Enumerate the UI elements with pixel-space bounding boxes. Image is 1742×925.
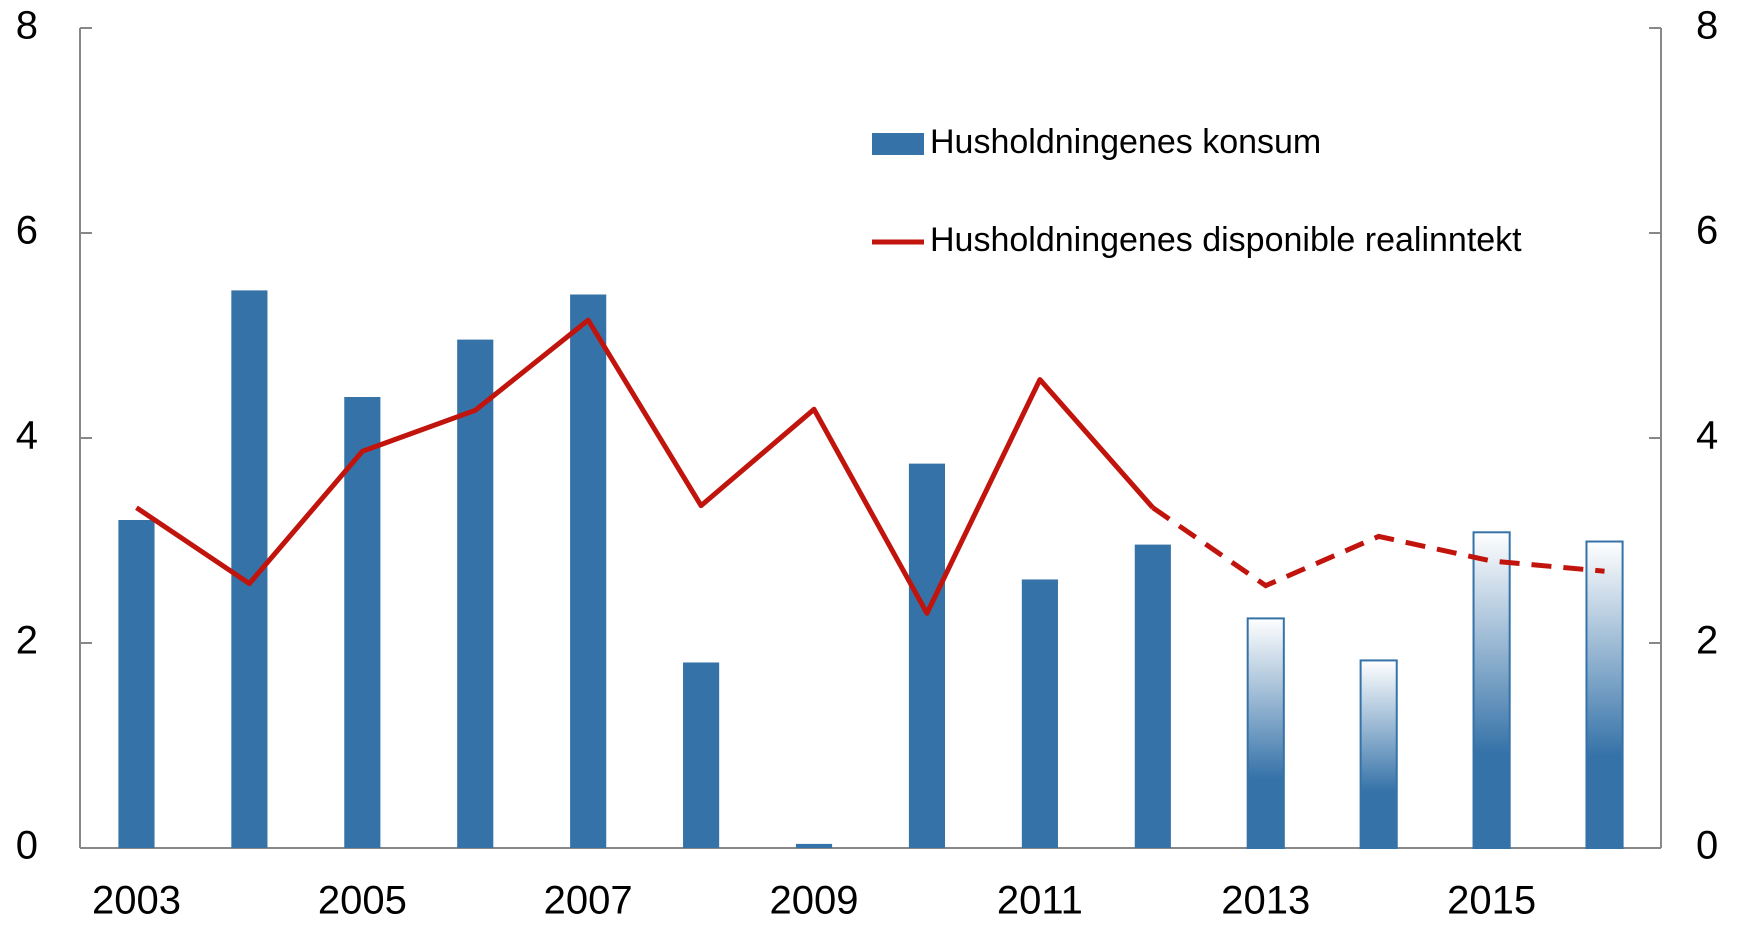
line-forecast (1151, 505, 1605, 589)
legend-swatch (872, 133, 924, 155)
bar (683, 662, 720, 848)
bar (570, 294, 607, 848)
y2-tick-label: 0 (1696, 824, 1718, 868)
x-tick-label: 2005 (318, 879, 407, 923)
y-tick-label: 0 (16, 824, 38, 868)
x-tick-label: 2009 (770, 879, 859, 923)
y-tick-label: 8 (16, 4, 38, 48)
y2-tick-label: 4 (1696, 414, 1718, 458)
bar (1134, 544, 1171, 848)
bar (1585, 540, 1624, 850)
bar (1246, 617, 1285, 850)
y2-tick-label: 6 (1696, 209, 1718, 253)
y-tick-label: 4 (16, 414, 38, 458)
legend-label: Husholdningenes konsum (930, 123, 1321, 161)
y2-tick-label: 2 (1696, 619, 1718, 663)
y2-tick-label: 8 (1696, 4, 1718, 48)
bar (1472, 531, 1511, 849)
x-tick-label: 2013 (1221, 879, 1310, 923)
legend-label: Husholdningenes disponible realinntekt (930, 221, 1522, 259)
bar (118, 520, 155, 848)
x-tick-label: 2011 (997, 879, 1083, 923)
bar (344, 397, 381, 848)
bar (457, 339, 494, 848)
x-tick-label: 2015 (1447, 879, 1536, 923)
bar (908, 463, 946, 848)
x-tick-label: 2007 (544, 879, 633, 923)
y-tick-label: 2 (16, 619, 38, 663)
bar (1359, 659, 1398, 849)
bar (795, 843, 833, 848)
y-tick-label: 6 (16, 209, 38, 253)
bar (1021, 579, 1058, 848)
line (135, 317, 1155, 616)
x-tick-label: 2003 (92, 879, 181, 923)
